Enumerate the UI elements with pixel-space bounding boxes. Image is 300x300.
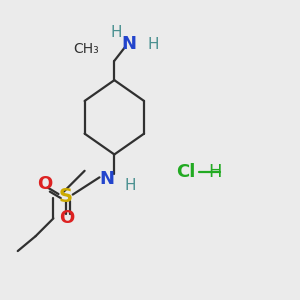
Text: H: H [110, 25, 122, 40]
Text: N: N [122, 35, 137, 53]
Text: S: S [58, 187, 72, 206]
Text: Cl: Cl [176, 163, 195, 181]
Text: O: O [37, 175, 52, 193]
Text: H: H [208, 163, 222, 181]
Text: H: H [147, 37, 159, 52]
Text: CH₃: CH₃ [73, 42, 99, 56]
Text: H: H [125, 178, 136, 193]
Text: O: O [59, 209, 74, 227]
Text: N: N [99, 170, 114, 188]
